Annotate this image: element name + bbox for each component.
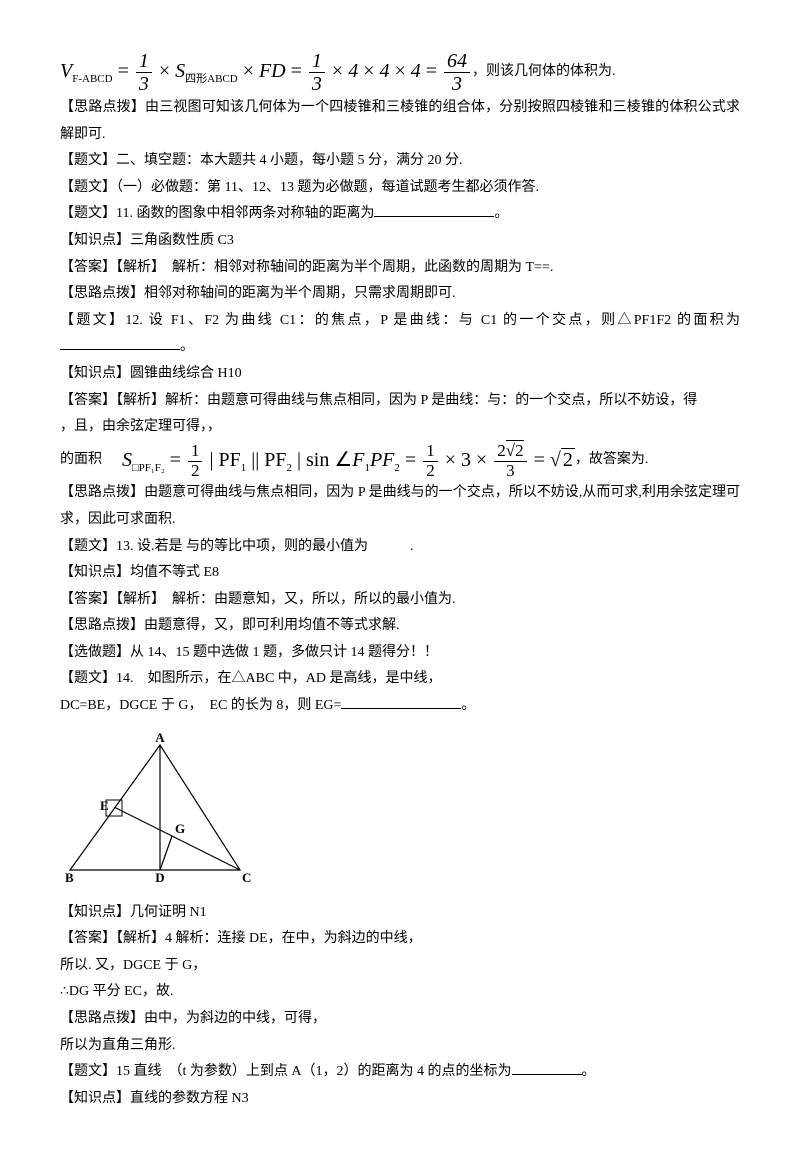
frac-64-3: 643 xyxy=(444,50,470,95)
label-G: G xyxy=(175,821,185,836)
ans-14b: 所以. 又，DGCE 于 G， xyxy=(60,953,740,980)
num-4a: 4 xyxy=(348,60,358,82)
formula2-tail: ，故答案为. xyxy=(575,447,649,474)
sym-FD: FD xyxy=(259,60,286,82)
label-B: B xyxy=(65,870,74,885)
area-prefix: 的面积 xyxy=(60,447,102,474)
eq-a3: = xyxy=(534,449,545,471)
ans-14a: 【答案】【解析】4 解析：连接 DE，在中，为斜边的中线， xyxy=(60,926,740,953)
blank-q12 xyxy=(60,335,180,350)
area-formula: 的面积 S□PF₁F₂ = 12 | PF1 || PF2 | sin ∠F1P… xyxy=(60,441,740,481)
times-2: × xyxy=(243,60,254,82)
hint-14a: 【思路点拨】由中，为斜边的中线，可得， xyxy=(60,1006,740,1033)
frac-1-3b: 13 xyxy=(309,50,325,95)
eq-2: = xyxy=(291,60,302,82)
ans-11: 【答案】【解析】 解析：相邻对称轴间的距离为半个周期，此函数的周期为 T==. xyxy=(60,255,740,282)
times-1: × xyxy=(159,60,170,82)
kp-e8: 【知识点】均值不等式 E8 xyxy=(60,560,740,587)
pf2: || PF xyxy=(246,449,286,471)
ans-14c: ∴DG 平分 EC，故. xyxy=(60,979,740,1006)
blank-q11 xyxy=(374,202,494,217)
eq-a1: = xyxy=(170,449,181,471)
volume-formula: VF-ABCD = 13 × S四形ABCD × FD = 13 × 4 × 4… xyxy=(60,50,740,95)
sym-V: V xyxy=(60,60,72,82)
blank-q14 xyxy=(341,694,461,709)
hint-14b: 所以为直角三角形. xyxy=(60,1033,740,1060)
hint-11: 【思路点拨】相邻对称轴间的距离为半个周期，只需求周期即可. xyxy=(60,281,740,308)
sub-abcd: 四形ABCD xyxy=(185,73,238,85)
ans-13: 【答案】【解析】 解析：由题意知，又，所以，所以的最小值为. xyxy=(60,587,740,614)
times-4: × xyxy=(363,60,374,82)
section-fill: 【题文】二、填空题：本大题共 4 小题，每小题 5 分，满分 20 分. xyxy=(60,148,740,175)
kp-h10: 【知识点】圆锥曲线综合 H10 xyxy=(60,361,740,388)
formula1-tail: ，则该几何体的体积为. xyxy=(472,59,616,86)
ans-12b: ，且，由余弦定理可得，， xyxy=(60,414,740,441)
sqrt2: √2 xyxy=(550,448,575,471)
eq-a2: = xyxy=(405,449,416,471)
kp-n1: 【知识点】几何证明 N1 xyxy=(60,900,740,927)
num-4c: 4 xyxy=(411,60,421,82)
q13: 【题文】13. 设.若是 与的等比中项，则的最小值为 . xyxy=(60,534,740,561)
num-4b: 4 xyxy=(379,60,389,82)
eq-1: = xyxy=(118,60,129,82)
hint-1: 【思路点拨】由三视图可知该几何体为一个四棱锥和三棱锥的组合体，分别按照四棱锥和三… xyxy=(60,95,740,148)
q14b: DC=BE，DGCE 于 G， EC 的长为 8，则 EG=。 xyxy=(60,693,740,720)
frac-half1: 12 xyxy=(188,442,203,480)
label-A: A xyxy=(155,730,165,745)
num-3: 3 xyxy=(461,449,471,471)
hint-13: 【思路点拨】由题意得，又，即可利用均值不等式求解. xyxy=(60,613,740,640)
blank-q15 xyxy=(512,1060,582,1075)
q14a: 【题文】14. 如图所示，在△ABC 中，AD 是高线，是中线， xyxy=(60,666,740,693)
label-C: C xyxy=(242,870,251,885)
section-required: 【题文】（一）必做题：第 11、12、13 题为必做题，每道试题考生都必须作答. xyxy=(60,175,740,202)
kp-c3: 【知识点】三角函数性质 C3 xyxy=(60,228,740,255)
frac-1-3a: 13 xyxy=(136,50,152,95)
hint-12: 【思路点拨】由题意可得曲线与焦点相同，因为 P 是曲线与的一个交点，所以不妨设,… xyxy=(60,480,740,533)
sym-S2: S xyxy=(122,449,132,471)
sub-fabcd: F-ABCD xyxy=(72,73,112,85)
triangle-diagram: A B C D E G xyxy=(60,730,740,890)
times-3: × xyxy=(332,60,343,82)
q15: 【题文】15 直线 （t 为参数）上到点 A（1，2）的距离为 4 的点的坐标为… xyxy=(60,1059,740,1086)
q11: 【题文】11. 函数的图象中相邻两条对称轴的距离为。 xyxy=(60,201,740,228)
sub-pff: □PF₁F₂ xyxy=(132,462,165,474)
optional: 【选做题】从 14、15 题中选做 1 题，多做只计 14 题得分！！ xyxy=(60,640,740,667)
times-5: × xyxy=(394,60,405,82)
sym-S: S xyxy=(175,60,185,82)
kp-n3: 【知识点】直线的参数方程 N3 xyxy=(60,1086,740,1113)
frac-half2: 12 xyxy=(423,442,438,480)
pf1: | PF xyxy=(209,449,240,471)
eq-3: = xyxy=(426,60,437,82)
label-D: D xyxy=(155,870,164,885)
q12: 【题文】12. 设 F1、F2 为曲线 C1：的焦点，P 是曲线：与 C1 的一… xyxy=(60,308,740,361)
ans-12a: 【答案】【解析】解析：由题意可得曲线与焦点相同，因为 P 是曲线：与：的一个交点… xyxy=(60,388,740,415)
frac-2r2-3: 2√23 xyxy=(494,442,526,480)
